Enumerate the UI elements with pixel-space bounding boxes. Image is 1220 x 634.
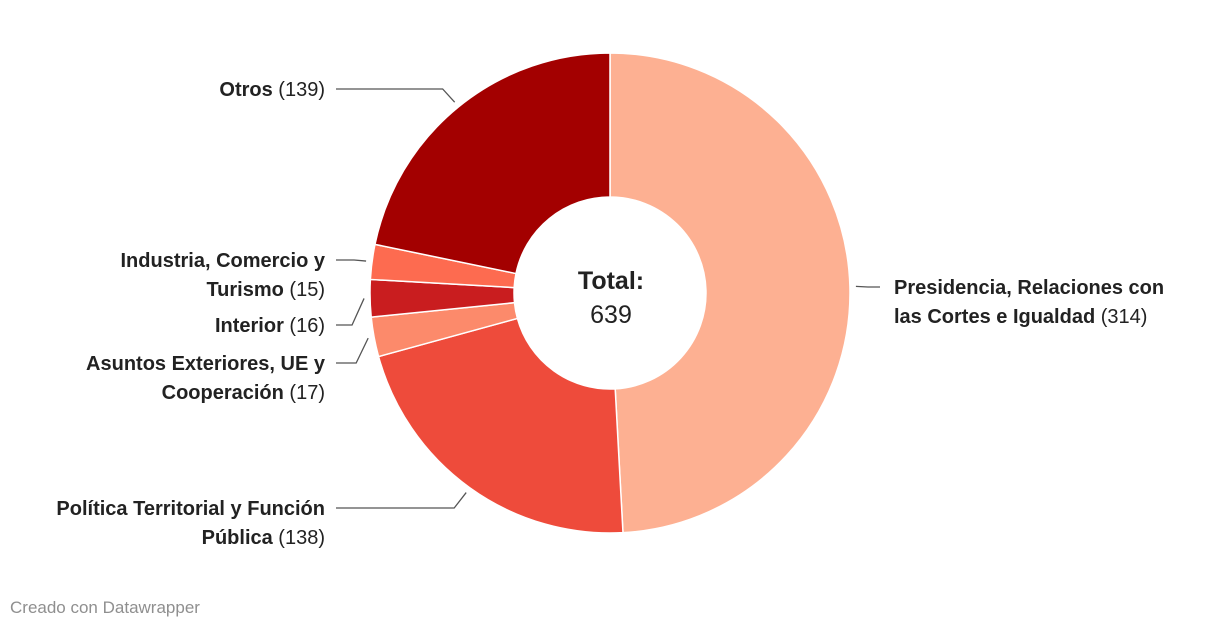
leader-line — [336, 298, 365, 326]
slice-label: Asuntos Exteriores, UE y Cooperación (17) — [86, 353, 326, 404]
slice-label: Presidencia, Relaciones con las Cortes e … — [894, 277, 1164, 328]
donut-slices — [369, 52, 851, 534]
slice-label: Interior (16) — [215, 315, 325, 337]
leader-lines — [336, 88, 880, 509]
center-total-label: Total: — [578, 267, 644, 295]
leader-line — [336, 259, 367, 262]
slice-label: Industria, Comercio y Turismo (15) — [121, 250, 326, 301]
slice-labels: Presidencia, Relaciones con las Cortes e … — [56, 79, 1164, 549]
donut-slice — [374, 52, 611, 275]
donut-slice — [377, 317, 624, 534]
slice-label: Otros (139) — [219, 79, 325, 101]
leader-line — [336, 337, 369, 364]
center-total-value: 639 — [590, 301, 632, 329]
donut-slice — [609, 52, 851, 534]
leader-line — [336, 88, 456, 103]
leader-line — [336, 492, 467, 509]
credit-text: Creado con Datawrapper — [10, 598, 200, 617]
leader-line — [855, 285, 880, 288]
slice-label: Política Territorial y Función Pública (1… — [56, 498, 325, 549]
